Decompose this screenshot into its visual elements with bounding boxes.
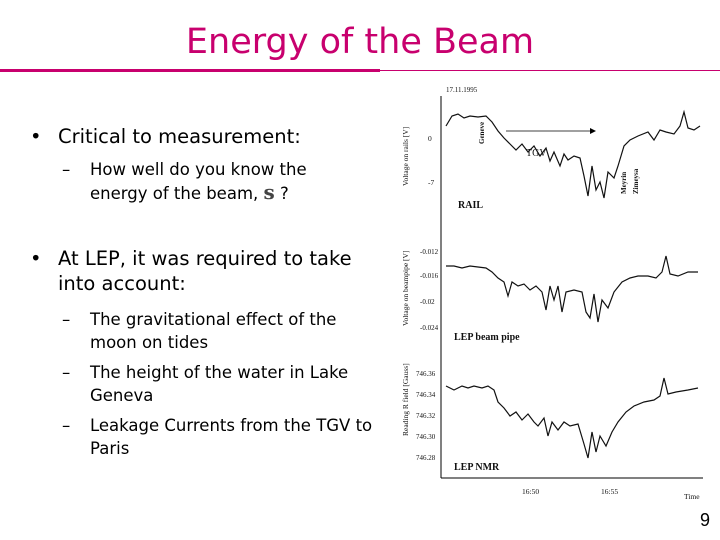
tgv-arrowhead (590, 128, 596, 134)
rail-tick-1: -7 (428, 178, 434, 187)
bullet-2-sub-1-text: The gravitational effect of the moon on … (90, 310, 337, 352)
sigma-symbol: s (263, 180, 275, 204)
title-underline (0, 69, 720, 72)
bullet-2-sub-3-text: Leakage Currents from the TGV to Paris (90, 416, 373, 458)
x-tick-1: 16:55 (601, 487, 618, 496)
sub-dash: – (62, 310, 71, 329)
tgv-label: TGV (526, 148, 547, 159)
panel-beam-pipe: Voltage on beampipe [V] -0.012 -0.016 -0… (401, 232, 698, 352)
figure-date: 17.11.1995 (446, 86, 478, 94)
x-tick-0: 16:50 (522, 487, 539, 496)
nmr-tick-1: 746.34 (416, 391, 436, 399)
rail-panel-label: RAIL (458, 200, 483, 211)
slide-title: Energy of the Beam (185, 22, 535, 62)
rail-ylabel: Voltage on rails [V] (401, 127, 410, 186)
beampipe-tick-1: -0.016 (420, 272, 439, 280)
bullet-1-text: Critical to measurement: (58, 125, 301, 148)
rail-trace (445, 109, 701, 199)
beampipe-tick-2: -0.02 (420, 298, 435, 306)
zimeysa-label: Zimeysa (632, 168, 640, 194)
beampipe-panel-label: LEP beam pipe (454, 332, 520, 343)
bullet-dot: • (30, 247, 42, 270)
sub-dash: – (62, 416, 71, 435)
beampipe-tick-3: -0.024 (420, 324, 439, 332)
beampipe-ylabel: Voltage on beampipe [V] (401, 251, 410, 326)
x-axis-label: Time (684, 492, 700, 501)
bullet-2-sub-2-text: The height of the water in Lake Geneva (90, 363, 349, 405)
nmr-tick-2: 746.32 (416, 412, 436, 420)
beampipe-trace (446, 255, 698, 323)
bullet-dot: • (30, 125, 42, 148)
sub-dash: – (62, 160, 71, 179)
rail-tick-0: 0 (428, 134, 432, 143)
bullet-2-text: At LEP, it was required to take into acc… (58, 247, 352, 295)
nmr-panel-label: LEP NMR (454, 462, 500, 473)
panel-rail: Voltage on rails [V] 0 -7 Geneve TGV Mey… (401, 96, 701, 232)
nmr-ylabel: Reading R field [Gauss] (401, 363, 410, 436)
lep-measurement-figure: 17.11.1995 Voltage on rails [V] 0 -7 Gen… (401, 86, 703, 501)
nmr-tick-3: 746.30 (416, 433, 436, 441)
nmr-tick-4: 746.28 (416, 454, 436, 462)
sub-dash: – (62, 363, 71, 382)
title-underline-thick (0, 69, 380, 72)
title-underline-thin (380, 70, 720, 71)
geneve-label: Geneve (478, 122, 486, 144)
sub-suffix: ? (274, 184, 289, 203)
nmr-tick-0: 746.36 (416, 370, 436, 378)
beampipe-tick-0: -0.012 (420, 248, 439, 256)
bullet-1-sub-1-text: How well do you know the energy of the b… (90, 158, 340, 205)
panel-nmr: Reading R field [Gauss] 746.36 746.34 74… (401, 352, 703, 479)
sub-text: How well do you know the energy of the b… (90, 160, 307, 203)
page-number: 9 (700, 510, 711, 530)
meyrin-label: Meyrin (620, 172, 628, 194)
nmr-trace (445, 377, 699, 459)
